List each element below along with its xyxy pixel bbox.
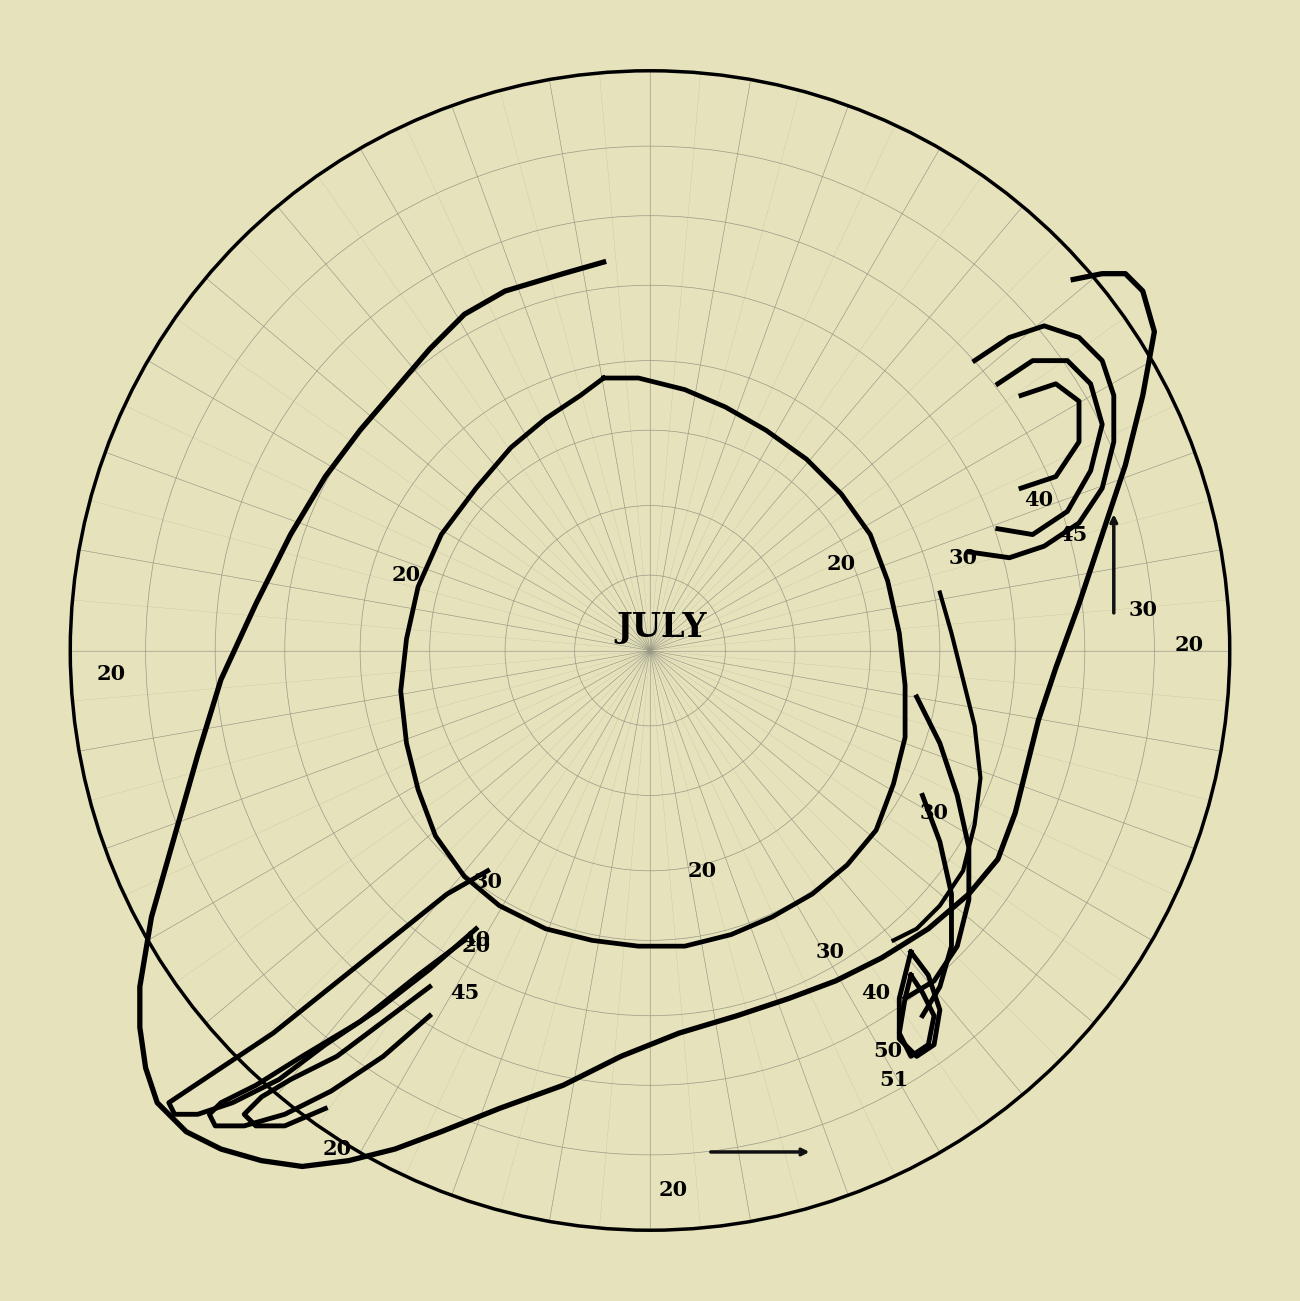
Text: JULY: JULY (616, 610, 707, 644)
Text: 20: 20 (659, 1180, 688, 1200)
Text: 20: 20 (688, 861, 716, 881)
Text: 30: 30 (949, 548, 978, 567)
Text: 50: 50 (874, 1041, 902, 1060)
Text: 30: 30 (815, 942, 844, 961)
Text: 20: 20 (827, 553, 855, 574)
Text: 20: 20 (391, 565, 421, 585)
Text: 45: 45 (1058, 524, 1088, 545)
Text: 45: 45 (450, 982, 480, 1003)
Text: 20: 20 (96, 664, 125, 684)
Text: 20: 20 (1175, 635, 1204, 654)
Text: 40: 40 (462, 930, 490, 950)
Text: 20: 20 (322, 1140, 351, 1159)
Text: 30: 30 (919, 803, 949, 822)
Text: 30: 30 (473, 873, 502, 892)
Text: 40: 40 (862, 982, 891, 1003)
Text: 51: 51 (879, 1069, 909, 1089)
Text: 20: 20 (462, 937, 490, 956)
Text: 40: 40 (1024, 489, 1053, 510)
Text: 30: 30 (1128, 600, 1157, 619)
